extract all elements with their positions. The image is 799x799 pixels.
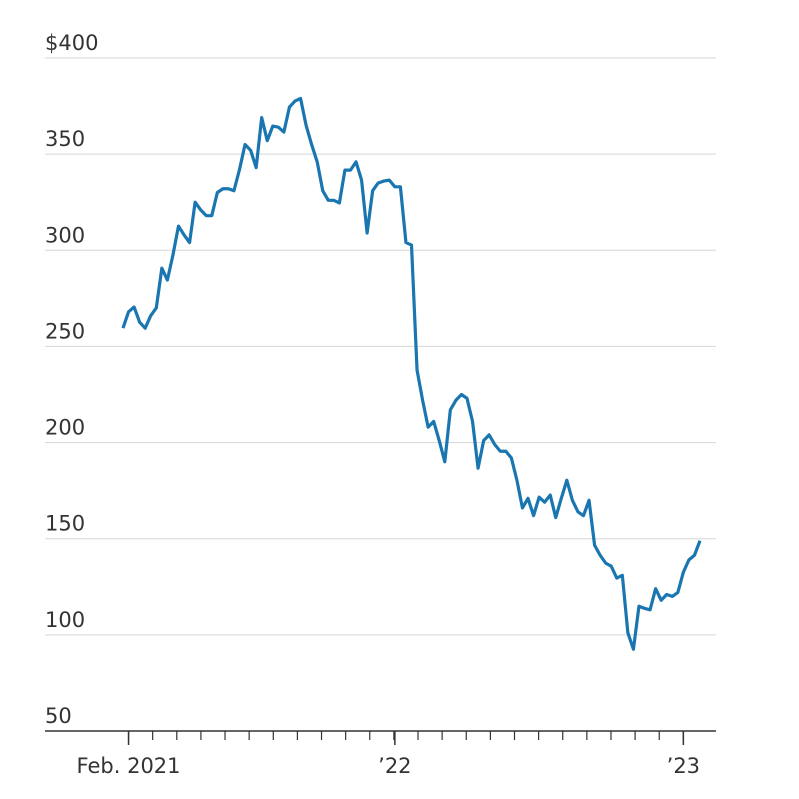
y-tick-label: 300 bbox=[45, 223, 85, 247]
x-tick-label: ’22 bbox=[378, 754, 411, 778]
y-tick-label: 200 bbox=[45, 416, 85, 440]
y-tick-label: $400 bbox=[45, 31, 98, 55]
y-tick-label: 100 bbox=[45, 608, 85, 632]
y-tick-label: 250 bbox=[45, 319, 85, 343]
x-tick-label: Feb. 2021 bbox=[77, 754, 181, 778]
y-tick-label: 150 bbox=[45, 512, 85, 536]
y-tick-label: 50 bbox=[45, 704, 72, 728]
y-tick-label: 350 bbox=[45, 127, 85, 151]
x-tick-label: ’23 bbox=[667, 754, 700, 778]
price-line bbox=[121, 96, 702, 651]
